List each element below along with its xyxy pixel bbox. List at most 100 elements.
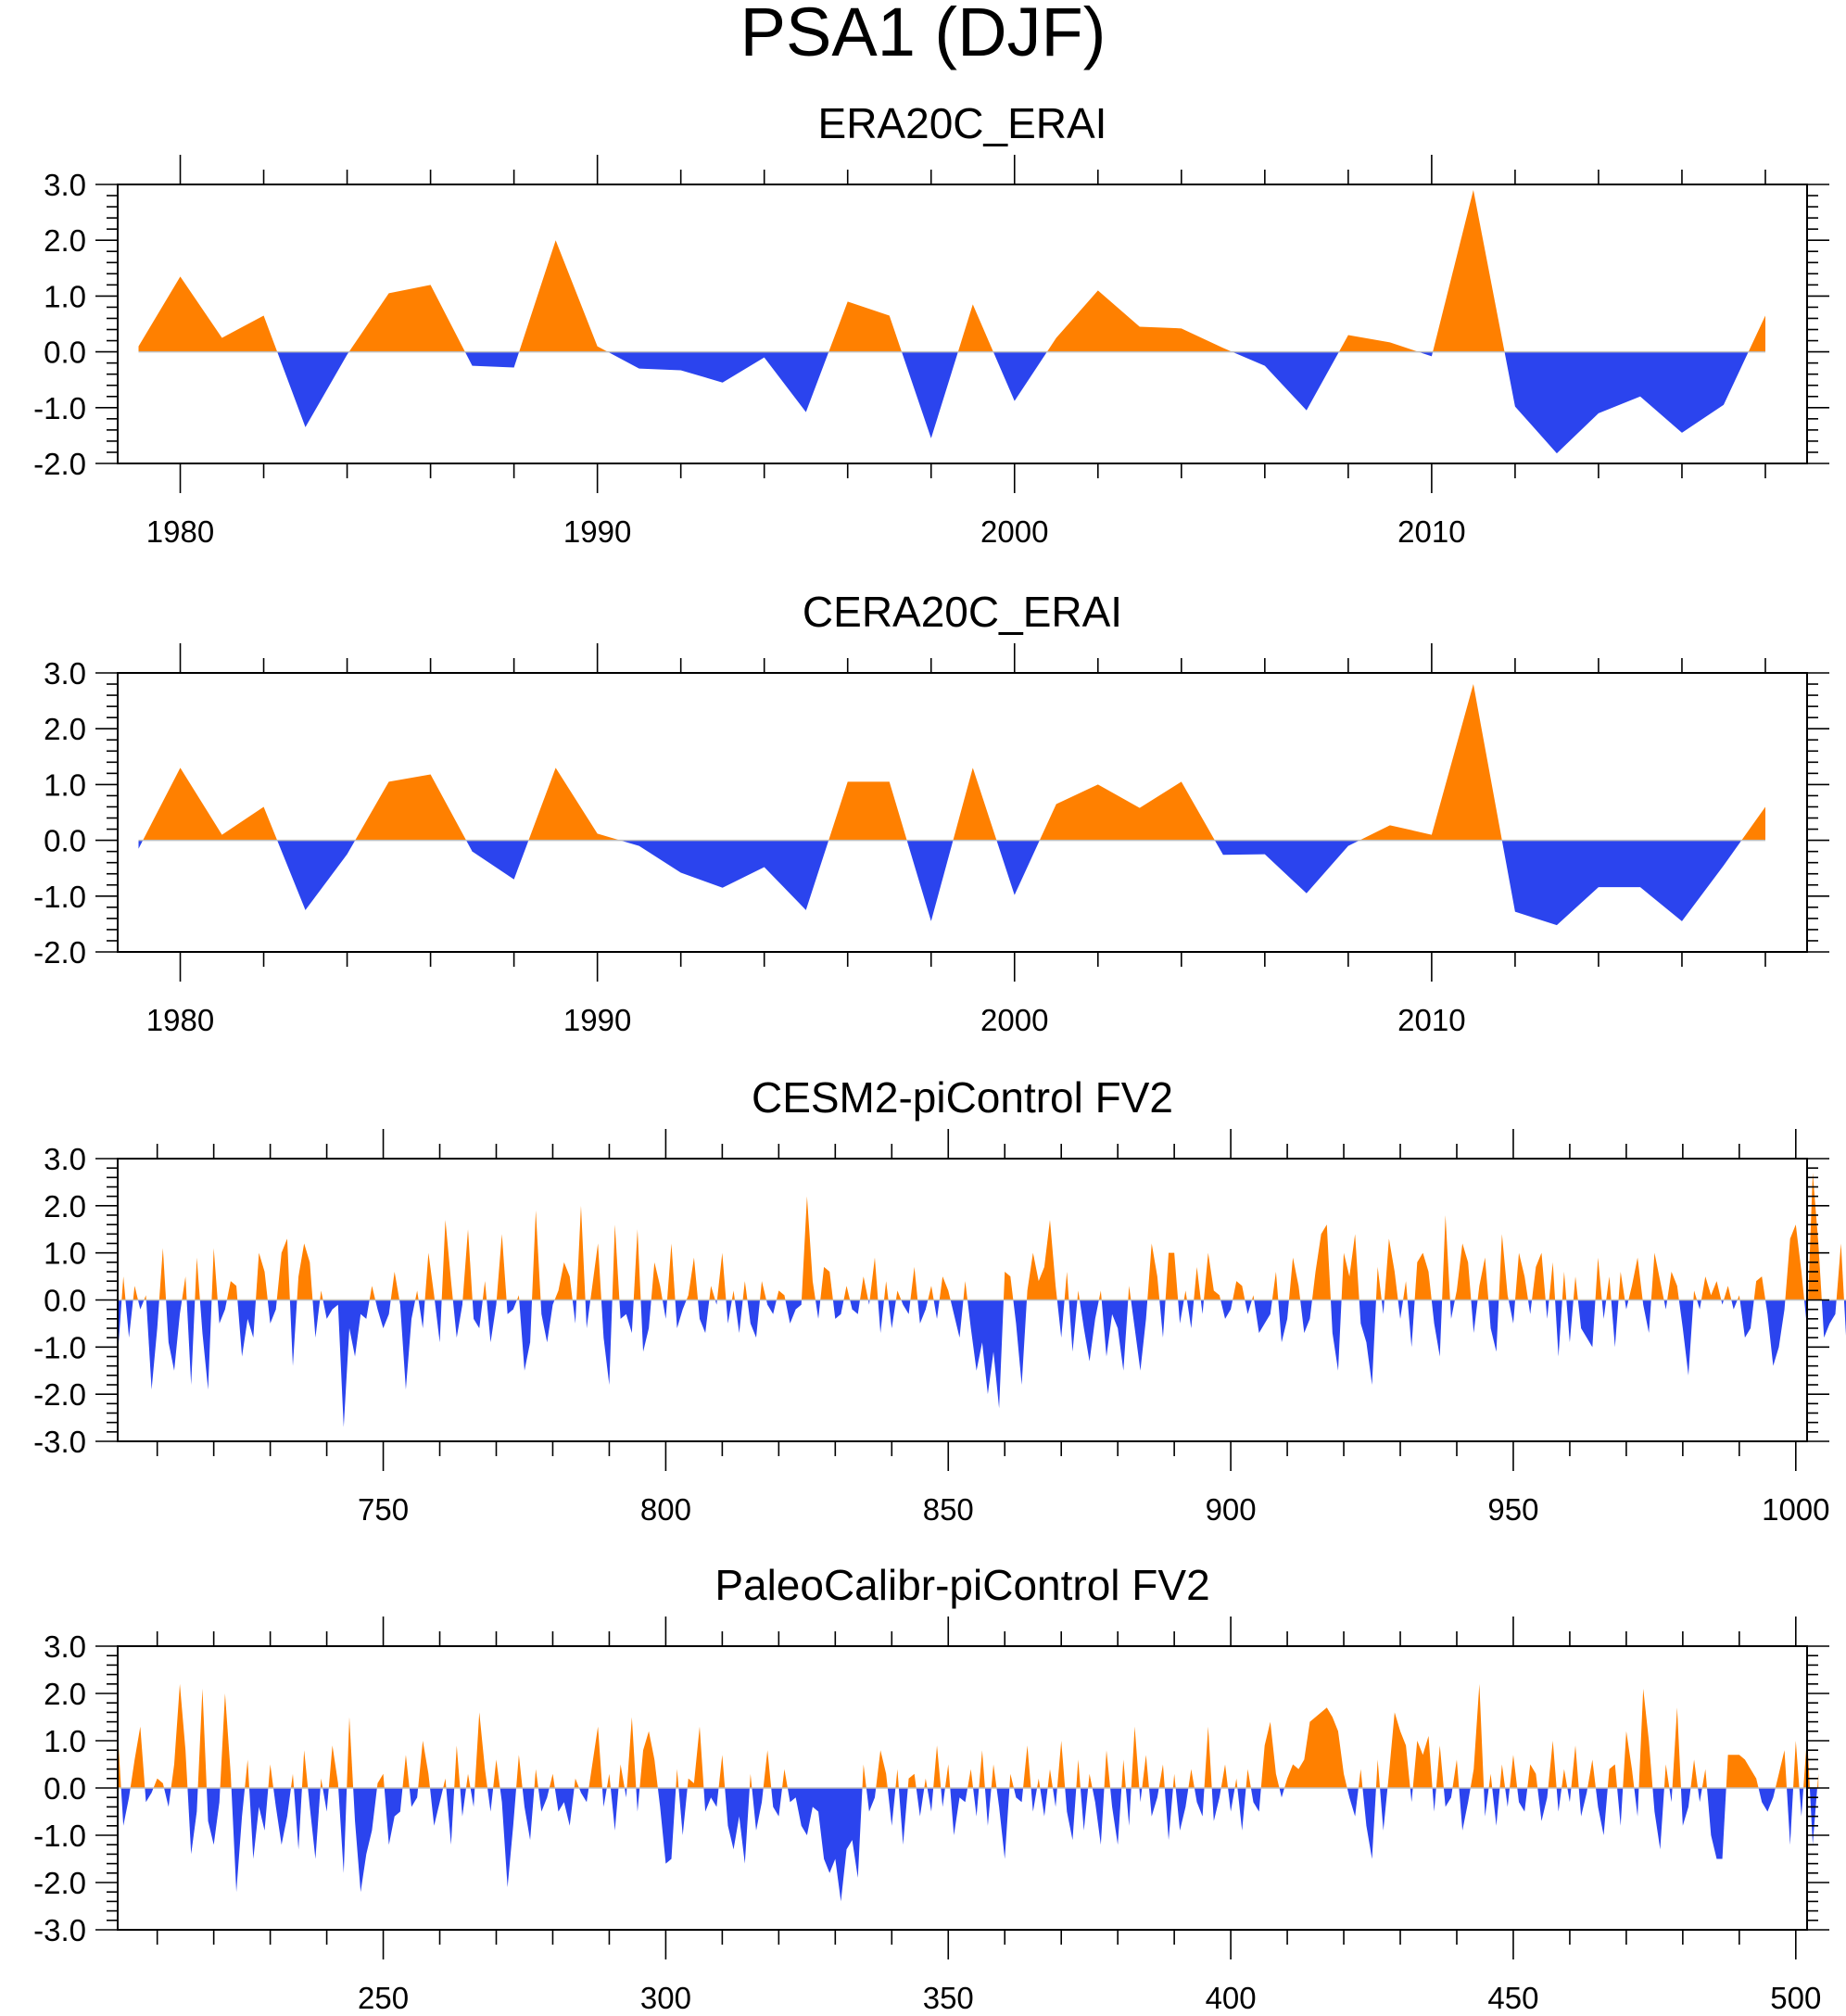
- negative-area: [1443, 1788, 1453, 1807]
- negative-area: [887, 1788, 896, 1826]
- positive-area: [301, 1750, 309, 1788]
- x-tick-label: 900: [1206, 1492, 1257, 1527]
- positive-area: [276, 1238, 290, 1300]
- positive-area: [1775, 1750, 1788, 1788]
- positive-area: [197, 1688, 208, 1788]
- positive-area: [686, 1257, 699, 1300]
- x-tick-label: 850: [923, 1492, 974, 1527]
- negative-area: [1220, 1300, 1233, 1319]
- negative-area: [933, 1300, 940, 1319]
- negative-area: [1634, 1788, 1639, 1817]
- positive-area: [355, 774, 467, 841]
- positive-area: [895, 1769, 899, 1788]
- positive-area: [924, 1778, 928, 1788]
- positive-area: [130, 1726, 145, 1788]
- negative-area: [585, 1300, 591, 1328]
- positive-area: [1753, 1276, 1766, 1300]
- positive-area: [590, 1243, 601, 1300]
- negative-area: [1214, 840, 1360, 894]
- positive-area: [1532, 1252, 1546, 1300]
- positive-area: [143, 767, 278, 841]
- positive-area: [606, 1773, 611, 1788]
- negative-area: [619, 1300, 634, 1334]
- negative-area: [1527, 1300, 1533, 1314]
- x-tick-label: 1990: [563, 1003, 631, 1037]
- negative-area: [867, 1300, 870, 1305]
- positive-area: [418, 1741, 430, 1788]
- negative-area: [1517, 1788, 1528, 1812]
- positive-area: [1009, 1773, 1014, 1788]
- positive-area: [1412, 1735, 1433, 1788]
- negative-area: [1279, 1788, 1285, 1798]
- positive-area: [1098, 1290, 1102, 1300]
- positive-area: [1452, 1759, 1460, 1788]
- positive-area: [1027, 1220, 1057, 1300]
- positive-area: [320, 1778, 323, 1788]
- positive-area: [1375, 1759, 1381, 1788]
- negative-area: [1380, 1788, 1388, 1831]
- negative-area: [289, 1300, 297, 1366]
- positive-area: [639, 1731, 658, 1788]
- positive-area: [1384, 1238, 1398, 1300]
- x-tick-label: 1980: [146, 1003, 214, 1037]
- negative-area: [678, 1788, 688, 1835]
- positive-area: [1435, 1745, 1444, 1788]
- positive-area: [1816, 1773, 1819, 1788]
- x-tick-label: 300: [640, 1981, 691, 2015]
- y-tick-label: 2.0: [44, 712, 86, 746]
- positive-area: [731, 1290, 735, 1300]
- negative-area: [1030, 1788, 1038, 1812]
- chart-title: ERA20C_ERAI: [818, 99, 1107, 147]
- positive-area: [182, 1276, 187, 1300]
- positive-area: [1076, 1759, 1081, 1788]
- negative-area: [950, 1300, 964, 1338]
- positive-area: [290, 1773, 295, 1788]
- negative-area: [1611, 1300, 1619, 1348]
- x-tick-label: 950: [1487, 1492, 1538, 1527]
- negative-area: [657, 1788, 676, 1864]
- positive-area: [1514, 1252, 1528, 1300]
- positive-area: [1793, 1741, 1800, 1788]
- negative-area: [996, 840, 1040, 895]
- negative-area: [1068, 1300, 1078, 1352]
- positive-area: [991, 1764, 997, 1788]
- positive-area: [1341, 1234, 1359, 1300]
- positive-area: [534, 1769, 538, 1788]
- negative-area: [120, 1788, 131, 1826]
- negative-area: [1678, 1300, 1694, 1376]
- negative-area: [1707, 1788, 1726, 1859]
- negative-area: [1501, 840, 1742, 926]
- positive-area: [1204, 1726, 1212, 1788]
- negative-area: [540, 1300, 555, 1343]
- negative-area: [1013, 1788, 1024, 1803]
- positive-area: [612, 1224, 620, 1300]
- x-tick-label: 2010: [1397, 1003, 1465, 1037]
- positive-area: [133, 1286, 138, 1300]
- negative-area: [1617, 1788, 1624, 1826]
- negative-area: [832, 1300, 844, 1319]
- positive-area: [1220, 1764, 1229, 1788]
- positive-area: [1808, 1173, 1822, 1300]
- positive-area: [763, 1750, 772, 1788]
- negative-area: [1254, 1300, 1272, 1334]
- negative-area: [698, 1300, 710, 1334]
- x-tick-label: 1990: [563, 514, 631, 549]
- negative-area: [1663, 1300, 1668, 1310]
- negative-area: [1381, 1300, 1384, 1314]
- positive-area: [1454, 1243, 1472, 1300]
- positive-area: [944, 1764, 951, 1788]
- positive-area: [843, 1286, 851, 1300]
- negative-area: [435, 1300, 442, 1343]
- positive-area: [967, 1769, 974, 1788]
- negative-area: [1555, 1300, 1562, 1357]
- x-tick-label: 1980: [146, 514, 214, 549]
- negative-area: [308, 1788, 321, 1859]
- y-tick-label: 0.0: [44, 336, 86, 370]
- positive-area: [1785, 1224, 1804, 1300]
- y-tick-label: 1.0: [44, 1236, 86, 1271]
- negative-area: [714, 1300, 717, 1305]
- negative-area: [1567, 1788, 1572, 1803]
- negative-area: [725, 1788, 750, 1864]
- negative-area: [353, 1788, 377, 1893]
